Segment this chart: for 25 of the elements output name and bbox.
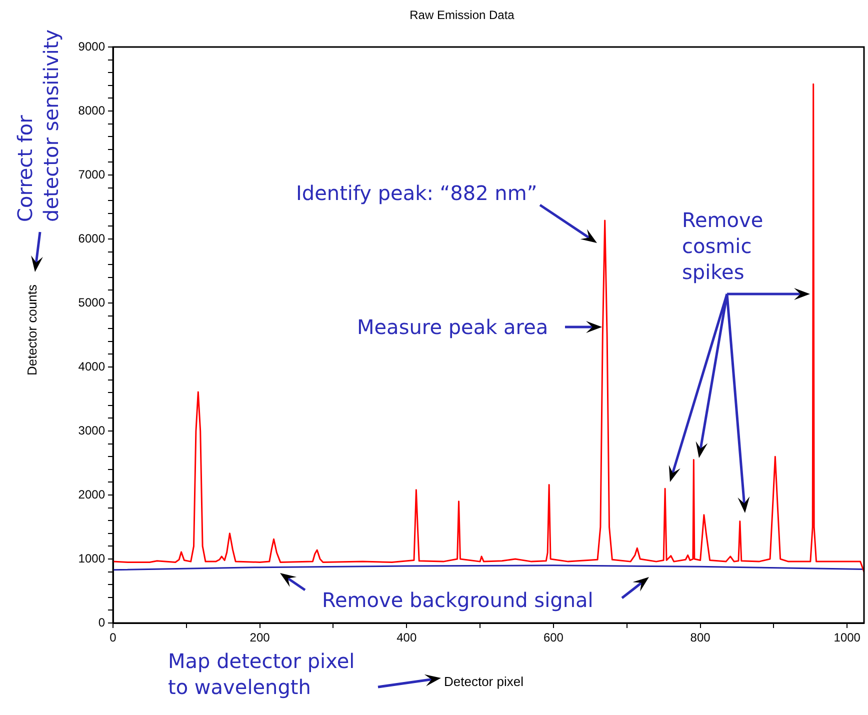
x-tick-label: 600 [543, 630, 564, 645]
text: Correct for detector sensitivity [12, 29, 64, 222]
y-tick-label: 5000 [78, 295, 106, 310]
y-tick-label: 6000 [78, 231, 106, 246]
y-tick-label: 0 [98, 615, 106, 630]
y-tick-label: 3000 [78, 423, 106, 438]
chart-title: Raw Emission Data [408, 8, 516, 22]
y-tick-label: 4000 [78, 359, 106, 374]
annotation: Measure peak area [357, 314, 548, 340]
y-tick-label: 7000 [78, 167, 106, 182]
x-tick-label: 0 [110, 630, 117, 645]
y-tick-label: 9000 [78, 39, 106, 54]
y-tick-label: 1000 [78, 551, 106, 566]
y-tick-label: 2000 [78, 487, 106, 502]
annotation: Remove cosmic spikes [682, 207, 764, 285]
x-tick-label: 800 [690, 630, 711, 645]
x-axis-title: Detector pixel [444, 674, 524, 689]
text: Map detector pixel to wavelength [168, 648, 355, 700]
annotation: Remove background signal [322, 587, 594, 613]
y-tick-label: 8000 [78, 103, 106, 118]
x-tick-label: 200 [250, 630, 270, 645]
y-axis-title: Detector counts [24, 284, 40, 376]
x-tick-label: 1000 [834, 630, 861, 645]
annotation: Identify peak: “882 nm” [296, 180, 538, 206]
x-tick-label: 400 [396, 630, 417, 645]
